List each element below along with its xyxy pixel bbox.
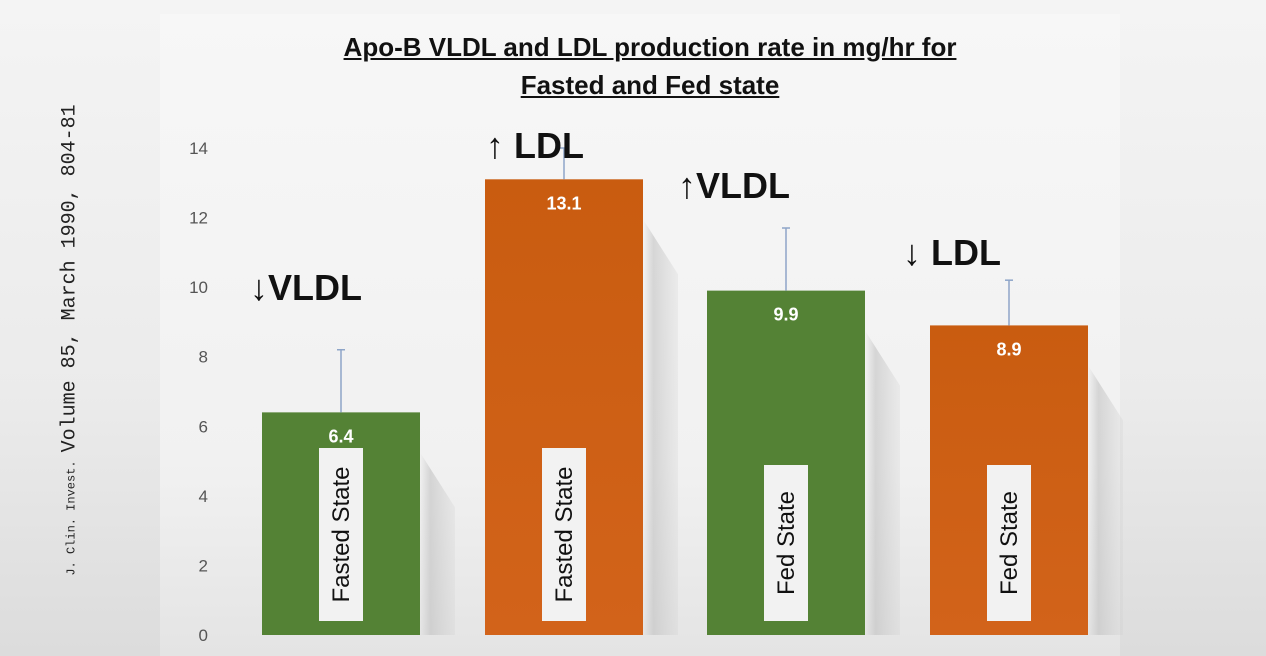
y-tick-label: 4	[199, 487, 208, 506]
data-label: 8.9	[996, 339, 1021, 359]
category-label-box	[987, 465, 1031, 621]
bar-shadows	[420, 219, 1123, 636]
annotation-label: ↓ LDL	[903, 232, 1001, 273]
category-label: Fasted State	[551, 466, 578, 602]
category-label-box	[542, 448, 586, 621]
data-label: 13.1	[546, 193, 581, 213]
y-tick-label: 0	[199, 626, 208, 645]
bar-shadow	[420, 452, 455, 635]
category-label: Fed State	[996, 491, 1023, 595]
bar-shadow	[1088, 365, 1123, 635]
y-axis: 0 2 4 6 8 10 12 14	[189, 139, 208, 645]
category-label: Fed State	[773, 491, 800, 595]
data-label: 6.4	[328, 426, 353, 446]
data-label: 9.9	[773, 305, 798, 325]
category-label-box	[764, 465, 808, 621]
y-tick-label: 12	[189, 209, 208, 228]
category-label: Fasted State	[328, 466, 355, 602]
y-tick-label: 14	[189, 139, 208, 158]
chart-title-line-2: Fasted and Fed state	[520, 70, 780, 100]
annotations: ↓VLDL ↑ LDL ↑VLDL ↓ LDL	[250, 125, 1001, 308]
chart-title-line-1: Apo-B VLDL and LDL production rate in mg…	[343, 32, 957, 62]
chart-title: Apo-B VLDL and LDL production rate in mg…	[200, 28, 1100, 104]
bar-shadow	[865, 330, 900, 635]
y-tick-label: 8	[199, 348, 208, 367]
y-tick-label: 6	[199, 417, 208, 436]
bar-shadow	[643, 219, 678, 636]
annotation-label: ↑VLDL	[678, 165, 790, 206]
annotation-label: ↑ LDL	[486, 125, 584, 166]
category-label-box	[319, 448, 363, 621]
y-tick-label: 10	[189, 278, 208, 297]
bars: 6.4 Fasted State 13.1 Fasted State 9.9 Fed St…	[262, 147, 1088, 636]
y-tick-label: 2	[199, 556, 208, 575]
annotation-label: ↓VLDL	[250, 267, 362, 308]
